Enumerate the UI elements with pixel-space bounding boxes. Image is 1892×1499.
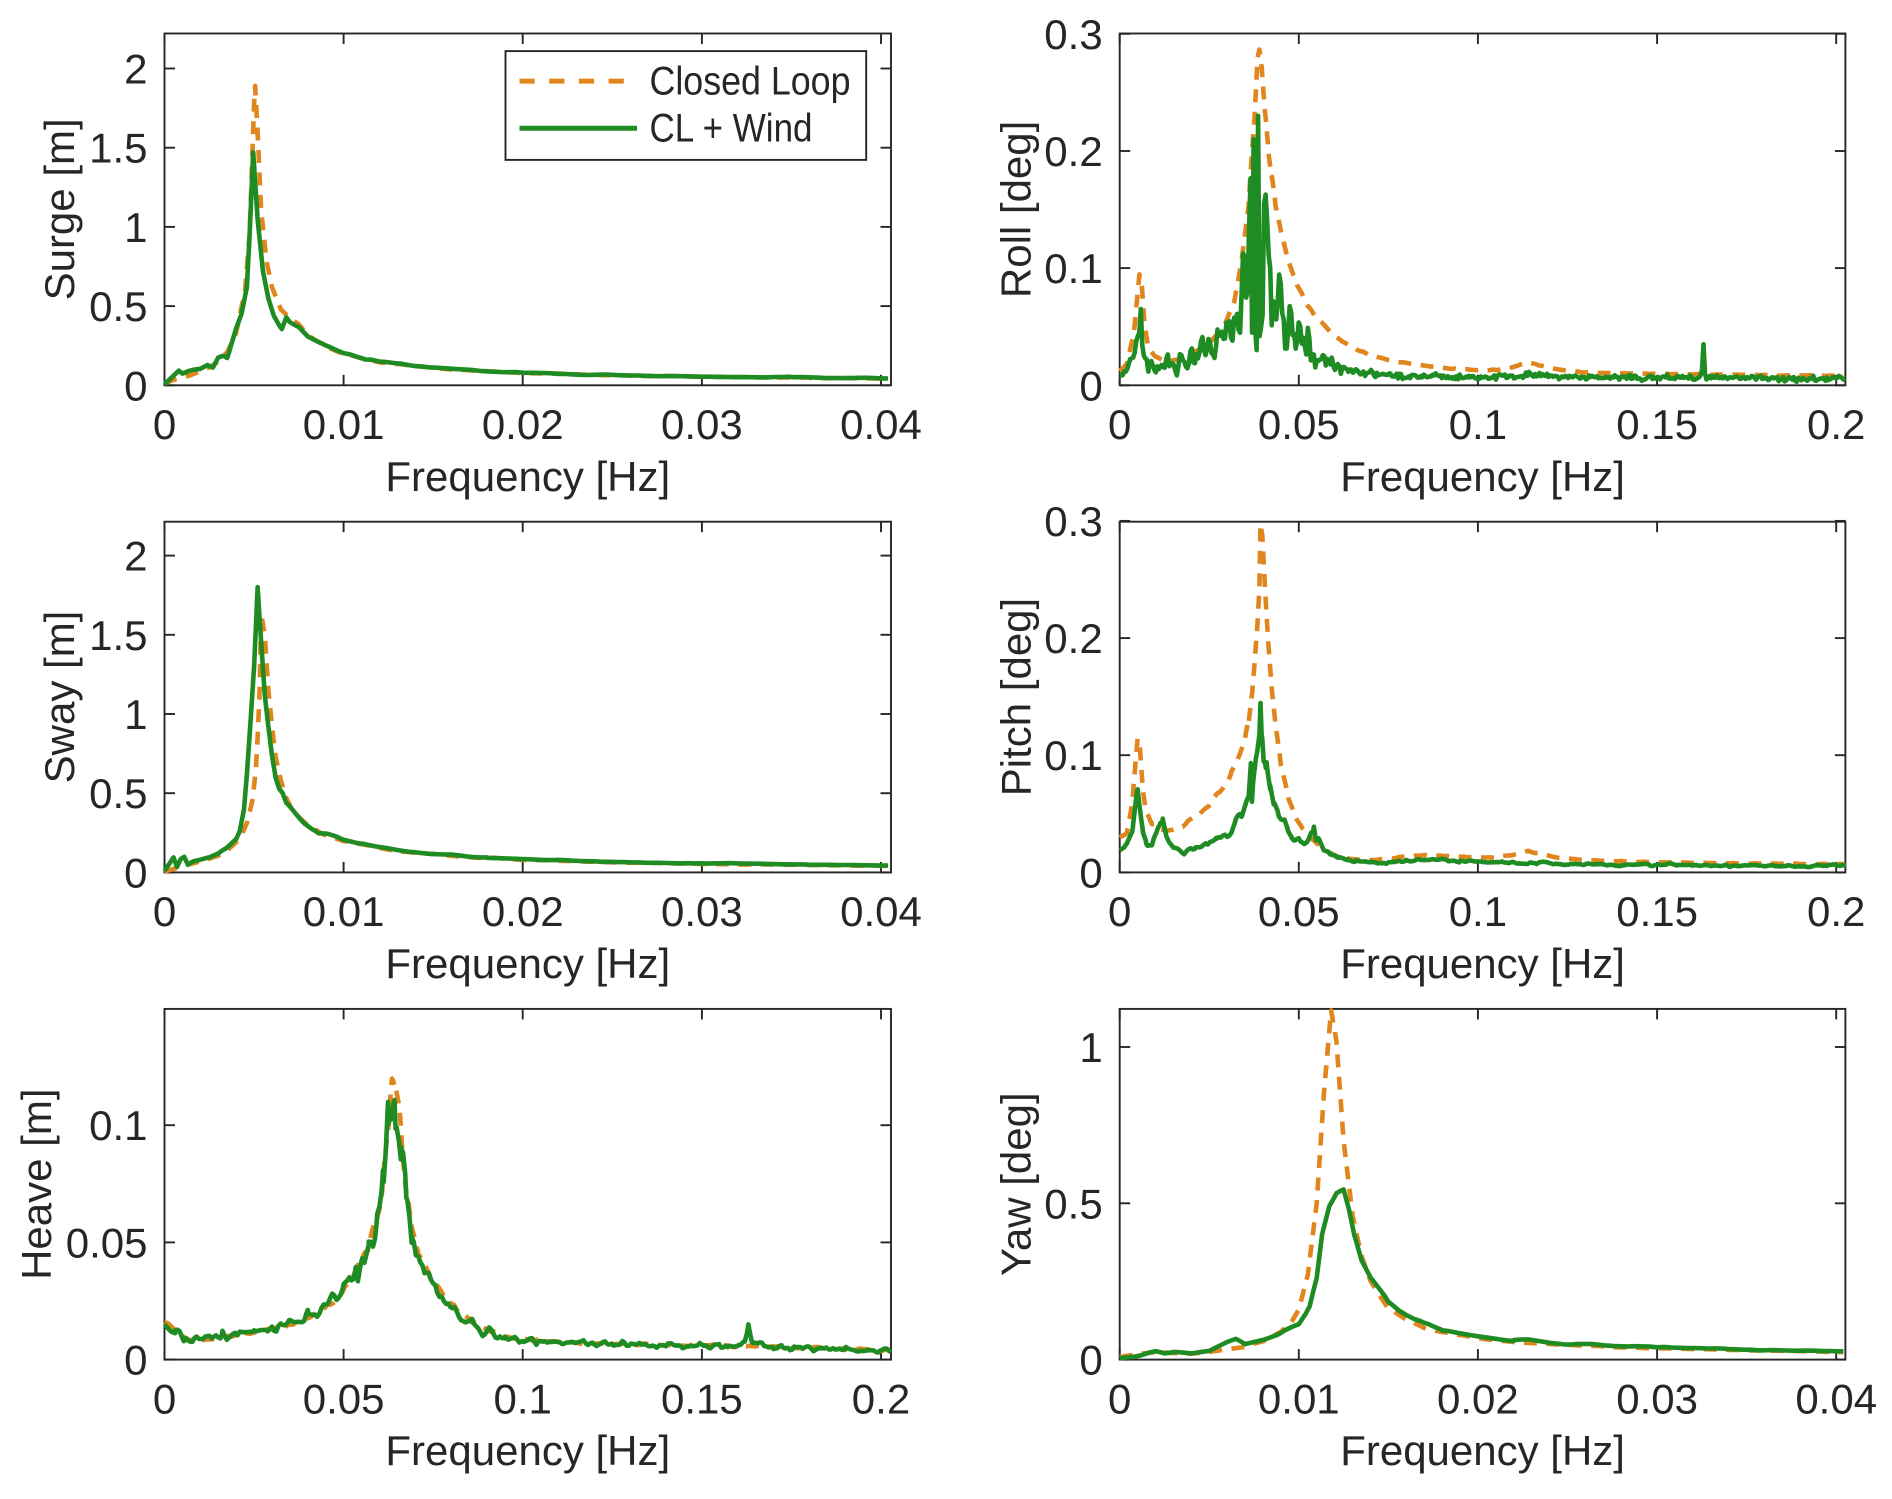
svg-text:0.03: 0.03	[661, 888, 743, 935]
svg-text:0.01: 0.01	[303, 888, 385, 935]
svg-text:0.02: 0.02	[1437, 1375, 1519, 1422]
svg-text:0.04: 0.04	[840, 888, 922, 935]
svg-text:Sway [m]: Sway [m]	[36, 611, 83, 784]
svg-text:0.01: 0.01	[303, 401, 385, 448]
svg-text:1: 1	[1079, 1024, 1102, 1071]
svg-text:0.1: 0.1	[1044, 732, 1102, 779]
svg-text:0.01: 0.01	[1258, 1375, 1340, 1422]
svg-text:0.04: 0.04	[1795, 1375, 1877, 1422]
svg-text:0.5: 0.5	[1044, 1180, 1102, 1227]
svg-text:Closed Loop: Closed Loop	[650, 60, 851, 104]
svg-text:1: 1	[124, 691, 147, 738]
svg-text:Yaw [deg]: Yaw [deg]	[993, 1092, 1040, 1276]
svg-text:1.5: 1.5	[89, 125, 147, 172]
svg-text:0: 0	[153, 1375, 176, 1422]
svg-text:0.02: 0.02	[482, 888, 564, 935]
svg-text:0: 0	[124, 1337, 147, 1384]
svg-text:0: 0	[1108, 401, 1131, 448]
svg-text:0.1: 0.1	[1449, 888, 1507, 935]
svg-text:0: 0	[1079, 1337, 1102, 1384]
svg-text:0.05: 0.05	[66, 1219, 148, 1266]
svg-text:0.2: 0.2	[1044, 128, 1102, 175]
svg-text:0.3: 0.3	[1044, 498, 1102, 545]
svg-text:0.03: 0.03	[1616, 1375, 1698, 1422]
svg-text:Heave [m]: Heave [m]	[13, 1088, 60, 1279]
svg-text:0.2: 0.2	[852, 1375, 910, 1422]
svg-text:Frequency [Hz]: Frequency [Hz]	[1340, 453, 1625, 500]
svg-text:Frequency [Hz]: Frequency [Hz]	[385, 1427, 670, 1474]
svg-text:0: 0	[124, 849, 147, 896]
svg-text:0.2: 0.2	[1807, 888, 1865, 935]
svg-text:0: 0	[1108, 888, 1131, 935]
svg-text:0: 0	[1108, 1375, 1131, 1422]
svg-text:0.2: 0.2	[1044, 615, 1102, 662]
svg-text:Pitch [deg]: Pitch [deg]	[993, 598, 1040, 796]
svg-text:0: 0	[153, 888, 176, 935]
svg-text:0.04: 0.04	[840, 401, 922, 448]
svg-text:0.15: 0.15	[661, 1375, 743, 1422]
svg-text:0: 0	[1079, 362, 1102, 409]
svg-text:CL + Wind: CL + Wind	[650, 107, 813, 151]
svg-text:Frequency [Hz]: Frequency [Hz]	[385, 453, 670, 500]
svg-text:0.3: 0.3	[1044, 11, 1102, 58]
svg-text:0.05: 0.05	[1258, 888, 1340, 935]
svg-text:0.1: 0.1	[1449, 401, 1507, 448]
svg-text:2: 2	[124, 533, 147, 580]
svg-text:0.02: 0.02	[482, 401, 564, 448]
svg-text:0.15: 0.15	[1616, 888, 1698, 935]
svg-text:0.5: 0.5	[89, 283, 147, 330]
svg-text:Frequency [Hz]: Frequency [Hz]	[385, 940, 670, 987]
svg-text:0.03: 0.03	[661, 401, 743, 448]
svg-text:1.5: 1.5	[89, 612, 147, 659]
svg-text:0: 0	[1079, 849, 1102, 896]
svg-text:Frequency [Hz]: Frequency [Hz]	[1340, 1427, 1625, 1474]
svg-text:0.1: 0.1	[89, 1102, 147, 1149]
svg-text:0: 0	[124, 362, 147, 409]
svg-text:0.15: 0.15	[1616, 401, 1698, 448]
svg-text:Surge [m]: Surge [m]	[36, 118, 83, 300]
svg-text:0.05: 0.05	[1258, 401, 1340, 448]
svg-text:2: 2	[124, 46, 147, 93]
svg-text:0.1: 0.1	[1044, 245, 1102, 292]
svg-text:0: 0	[153, 401, 176, 448]
svg-text:1: 1	[124, 204, 147, 251]
svg-text:Roll [deg]: Roll [deg]	[993, 121, 1040, 298]
svg-text:0.1: 0.1	[494, 1375, 552, 1422]
svg-text:0.05: 0.05	[303, 1375, 385, 1422]
svg-text:0.2: 0.2	[1807, 401, 1865, 448]
svg-text:Frequency [Hz]: Frequency [Hz]	[1340, 940, 1625, 987]
svg-text:0.5: 0.5	[89, 770, 147, 817]
